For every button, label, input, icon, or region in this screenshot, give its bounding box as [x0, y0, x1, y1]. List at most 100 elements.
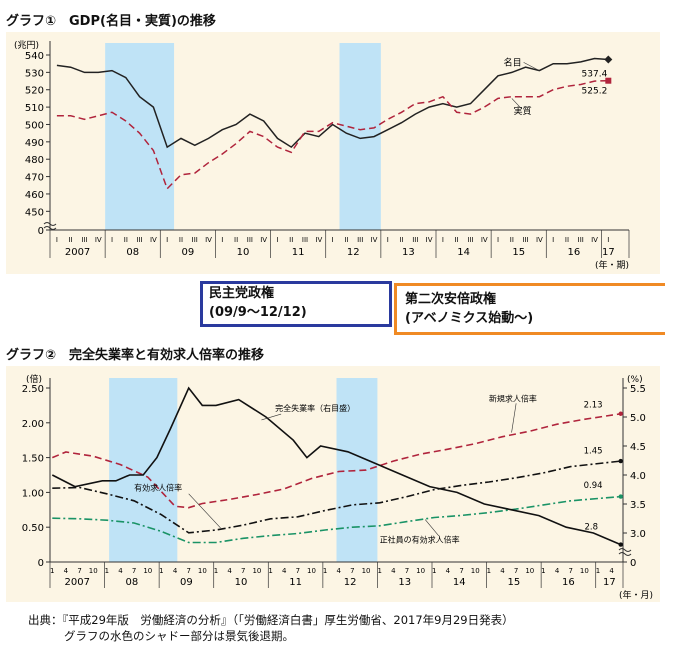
- recession-shade: [336, 378, 378, 562]
- new-ratio-leader-line: [511, 403, 517, 433]
- quarter-label: I: [332, 236, 334, 244]
- quarter-label: I: [111, 236, 113, 244]
- month-label: 10: [416, 567, 425, 575]
- month-label: 1: [487, 567, 491, 575]
- abe-box-line2: (アベノミクス始動～): [405, 311, 534, 326]
- quarter-label: I: [56, 236, 58, 244]
- y-tick-label: 520: [25, 86, 44, 97]
- quarter-label: II: [455, 236, 459, 244]
- quarter-label: I: [276, 236, 278, 244]
- dem-box-line2: (09/9～12/12): [209, 305, 307, 320]
- quarter-label: III: [81, 236, 87, 244]
- month-label: 4: [118, 567, 123, 575]
- right-y-tick-label: 3.5: [630, 500, 646, 511]
- abe-box-line1: 第二次安倍政権: [405, 292, 497, 307]
- y-tick-label: 490: [25, 138, 44, 149]
- effective-openings-ratio-line-end-point: [618, 458, 623, 464]
- series-real-line: [56, 79, 609, 191]
- quarter-label: IV: [205, 236, 212, 244]
- regular-ratio-leader-line: [424, 519, 440, 537]
- quarter-label: III: [412, 236, 418, 244]
- month-label: 10: [525, 567, 534, 575]
- month-label: 10: [252, 567, 261, 575]
- unemployment-leader-line: [261, 413, 282, 421]
- year-label: 12: [344, 577, 357, 588]
- y-tick-label: 500: [25, 120, 44, 131]
- y-tick-label: 470: [25, 173, 44, 184]
- quarter-label: I: [387, 236, 389, 244]
- y-tick-label: 480: [25, 155, 44, 166]
- new-openings-ratio-line-end-point: [618, 411, 623, 416]
- quarter-label: III: [137, 236, 143, 244]
- month-label: 1: [50, 567, 54, 575]
- right-y-tick-label: 0: [630, 558, 636, 569]
- month-label: 7: [350, 567, 354, 575]
- month-label: 10: [471, 567, 480, 575]
- month-label: 7: [514, 567, 518, 575]
- month-label: 1: [105, 567, 109, 575]
- month-label: 1: [377, 567, 381, 575]
- month-label: 1: [323, 567, 327, 575]
- y-tick-label: 530: [25, 68, 44, 79]
- quarter-label: IV: [481, 236, 488, 244]
- quarter-label: IV: [260, 236, 267, 244]
- month-label: 7: [296, 567, 300, 575]
- month-label: 4: [391, 567, 396, 575]
- chart1-panel: (兆円) 540 530 520 510 500 490 480 470 460 450 0 I II II…: [6, 32, 660, 274]
- right-y-tick-label: 4.0: [630, 471, 646, 482]
- x-unit-label: (年・月): [619, 589, 653, 601]
- year-label: 08: [125, 577, 138, 588]
- axis-break-icon: [43, 222, 57, 230]
- quarter-label: III: [523, 236, 529, 244]
- month-label: 1: [596, 567, 600, 575]
- month-label: 4: [609, 567, 614, 575]
- source-note: グラフの水色のシャドー部分は景気後退期。: [64, 629, 294, 643]
- chart2-panel: (倍) (%) 2.50 2.00 1.50 1.00 0.50 0 5.5 5.0 4.5 4.0 3…: [6, 366, 660, 602]
- month-label: 4: [64, 567, 69, 575]
- left-y-unit-label: (倍): [26, 373, 42, 385]
- month-label: 1: [268, 567, 272, 575]
- quarter-label: IV: [315, 236, 322, 244]
- quarter-label: II: [124, 236, 128, 244]
- year-label: 16: [562, 577, 575, 588]
- quarter-label: I: [607, 236, 609, 244]
- quarter-label: IV: [371, 236, 378, 244]
- recession-shade: [109, 378, 178, 562]
- axis-break-icon: [618, 548, 632, 556]
- effective-openings-ratio-line: [52, 460, 621, 534]
- quarter-label: II: [69, 236, 73, 244]
- chart2-title: グラフ② 完全失業率と有効求人倍率の推移: [6, 348, 265, 363]
- new-ratio-end-value: 2.13: [584, 400, 603, 410]
- recession-shade: [105, 43, 175, 230]
- month-label: 7: [568, 567, 572, 575]
- right-y-unit-label: (%): [627, 375, 643, 385]
- year-label: 2007: [65, 577, 90, 588]
- regular-employee-ratio-line-end-point: [618, 494, 623, 499]
- month-label: 7: [186, 567, 190, 575]
- quarter-label: II: [399, 236, 403, 244]
- year-label: 13: [398, 577, 411, 588]
- quarter-label: IV: [95, 236, 102, 244]
- month-label: 10: [307, 567, 316, 575]
- month-label: 10: [362, 567, 371, 575]
- month-label: 7: [241, 567, 245, 575]
- month-label: 4: [173, 567, 178, 575]
- employment-chart: (倍) (%) 2.50 2.00 1.50 1.00 0.50 0 5.5 5.0 4.5 4.0 3…: [22, 373, 653, 601]
- year-label: 09: [180, 577, 193, 588]
- month-label: 1: [214, 567, 218, 575]
- unemployment-label: 完全失業率（右目盛）: [275, 403, 355, 413]
- real-leader-line: [511, 98, 522, 110]
- quarter-label: I: [552, 236, 554, 244]
- regular-ratio-end-value: 0.94: [584, 481, 603, 491]
- month-label: 1: [432, 567, 436, 575]
- month-label: 4: [282, 567, 287, 575]
- year-label: 09: [181, 247, 194, 258]
- quarter-label: II: [289, 236, 293, 244]
- left-y-tick-label: 2.00: [22, 419, 44, 430]
- y-tick-label: 460: [25, 190, 44, 201]
- quarter-label: IV: [536, 236, 543, 244]
- y-tick-label: 0: [38, 226, 44, 237]
- quarter-label: II: [510, 236, 514, 244]
- quarter-label: III: [247, 236, 253, 244]
- quarter-label: III: [302, 236, 308, 244]
